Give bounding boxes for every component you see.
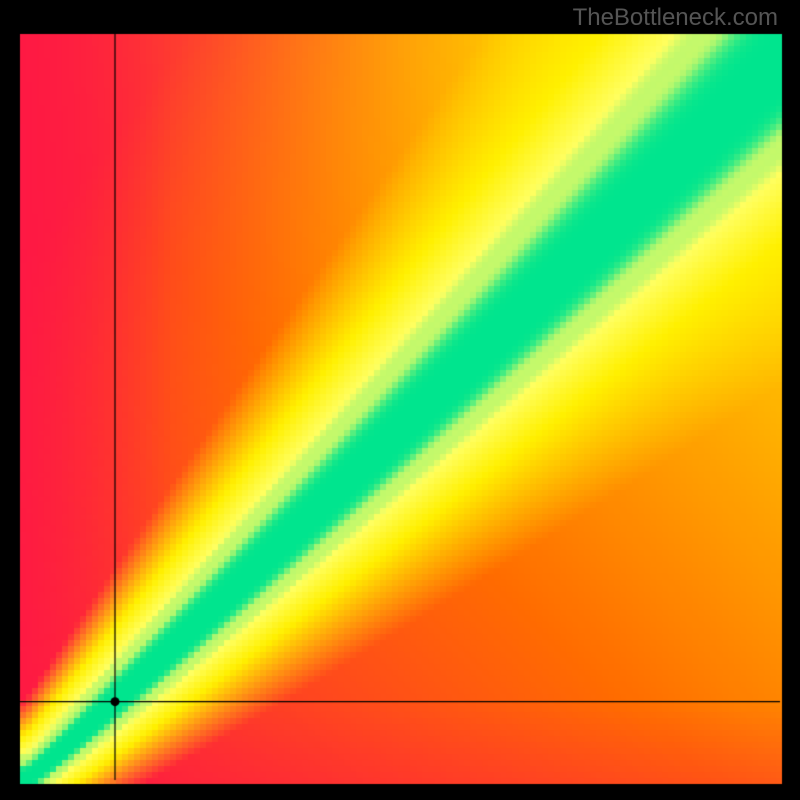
bottleneck-heatmap	[0, 0, 800, 800]
watermark-label: TheBottleneck.com	[573, 4, 778, 32]
